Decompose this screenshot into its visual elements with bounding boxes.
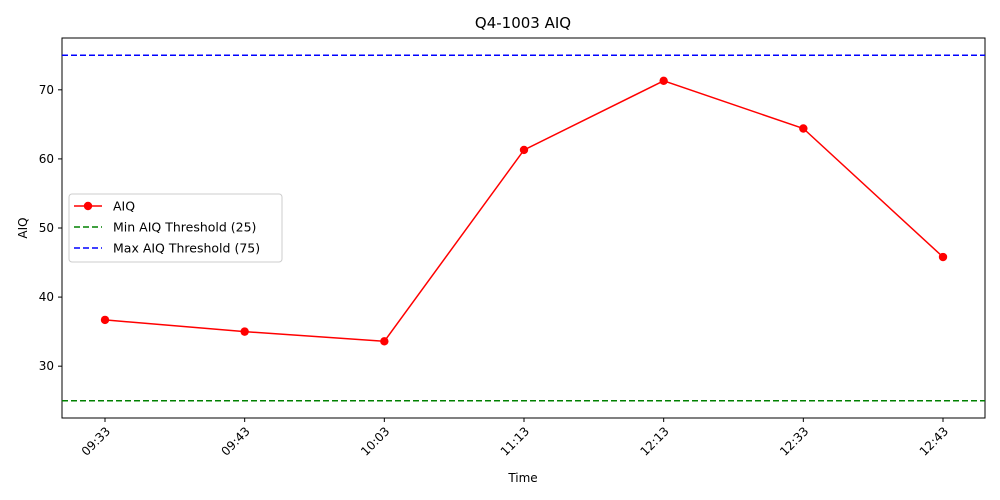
- legend-frame: [68, 193, 283, 263]
- y-tick-label: 60: [39, 152, 54, 166]
- x-tick-label: 09:43: [218, 424, 252, 458]
- x-axis: 09:33 09:43 10:03 11:13 12:13 12:33 12:43: [79, 418, 951, 459]
- x-tick-label: 11:13: [498, 424, 532, 458]
- legend-item-min-threshold: Min AIQ Threshold (25): [74, 220, 256, 235]
- data-point: [938, 252, 948, 262]
- legend-item-max-threshold: Max AIQ Threshold (75): [74, 241, 260, 256]
- legend-label: Max AIQ Threshold (75): [113, 241, 260, 256]
- x-axis-label: Time: [507, 471, 537, 485]
- x-tick-label: 12:33: [777, 424, 811, 458]
- y-tick-label: 50: [39, 221, 54, 235]
- data-point: [380, 337, 389, 346]
- data-point: [240, 327, 249, 336]
- chart-title: Q4-1003 AIQ: [475, 14, 571, 32]
- data-point: [100, 315, 110, 325]
- x-tick-label: 10:03: [358, 424, 392, 458]
- x-tick-label: 09:33: [79, 424, 113, 458]
- y-tick-label: 40: [39, 290, 54, 304]
- y-axis: 30 40 50 60 70: [39, 83, 62, 373]
- x-tick-label: 12:43: [917, 424, 951, 458]
- data-point: [519, 145, 529, 155]
- threshold-lines: [62, 54, 985, 402]
- legend: AIQ Min AIQ Threshold (25) Max AIQ Thresho…: [68, 193, 283, 263]
- data-point: [799, 124, 808, 133]
- x-tick-label: 12:13: [637, 424, 671, 458]
- series-layer: [100, 76, 948, 346]
- legend-label: Min AIQ Threshold (25): [113, 220, 256, 235]
- legend-marker: [83, 201, 93, 211]
- y-axis-label: AIQ: [16, 217, 30, 238]
- y-tick-label: 30: [39, 359, 54, 373]
- data-point: [659, 76, 668, 86]
- y-tick-label: 70: [39, 83, 54, 97]
- legend-label: AIQ: [113, 199, 135, 214]
- legend-item-aiq: AIQ: [74, 199, 135, 214]
